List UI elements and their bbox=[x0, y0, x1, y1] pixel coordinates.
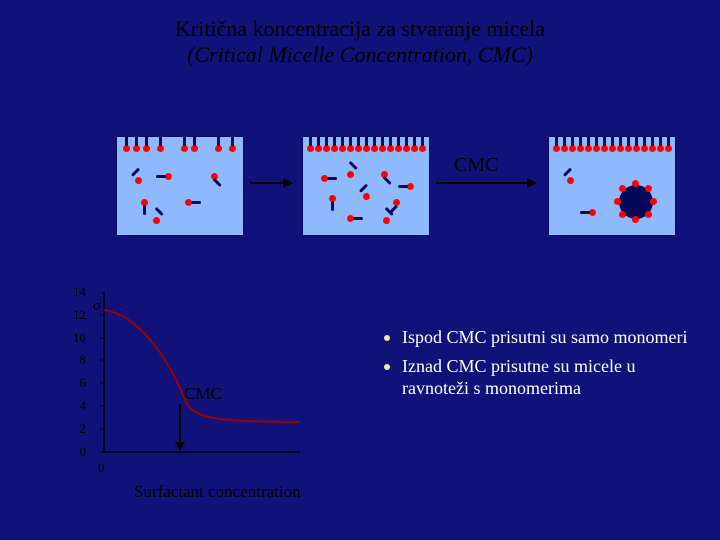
ytick: 12 bbox=[60, 307, 86, 323]
ytick: 2 bbox=[60, 421, 86, 437]
list-item: Ispod CMC prisutni su samo monomeri bbox=[384, 326, 704, 349]
cmc-arrow-label: CMC bbox=[454, 154, 498, 177]
x-origin-label: 0 bbox=[98, 460, 105, 476]
bullet-text: Iznad CMC prisutne su micele u ravnoteži… bbox=[402, 355, 704, 400]
cmc-chart-label: CMC bbox=[184, 384, 222, 404]
title-line2: (Critical Micelle Concentration, CMC) bbox=[0, 42, 720, 68]
ytick: 6 bbox=[60, 375, 86, 391]
arrow-icon bbox=[436, 182, 536, 184]
list-item: Iznad CMC prisutne su micele u ravnoteži… bbox=[384, 355, 704, 400]
bullet-list: Ispod CMC prisutni su samo monomeri Izna… bbox=[384, 326, 704, 406]
bullet-icon bbox=[384, 364, 390, 370]
ytick: 4 bbox=[60, 398, 86, 414]
panel-below-cmc bbox=[116, 136, 244, 236]
title-line1: Kritična koncentracija za stvaranje mice… bbox=[0, 16, 720, 42]
bullet-text: Ispod CMC prisutni su samo monomeri bbox=[402, 326, 704, 349]
panel-above-cmc bbox=[548, 136, 676, 236]
arrow-icon bbox=[250, 182, 292, 184]
bullet-icon bbox=[384, 335, 390, 341]
ytick: 0 bbox=[60, 444, 86, 460]
ytick: 8 bbox=[60, 352, 86, 368]
chart-curve bbox=[104, 310, 300, 422]
ytick: 14 bbox=[60, 284, 86, 300]
panel-near-cmc bbox=[302, 136, 430, 236]
cmc-chart-arrow-icon bbox=[179, 404, 181, 450]
surface-tension-chart: 0 2 4 6 8 10 12 14 σ 0 Surfactant concen… bbox=[64, 292, 328, 482]
ytick: 10 bbox=[60, 330, 86, 346]
slide-title: Kritična koncentracija za stvaranje mice… bbox=[0, 16, 720, 69]
y-axis-label: σ bbox=[93, 298, 101, 315]
x-axis-label: Surfactant concentration bbox=[134, 482, 301, 502]
micelle-icon bbox=[619, 185, 653, 219]
